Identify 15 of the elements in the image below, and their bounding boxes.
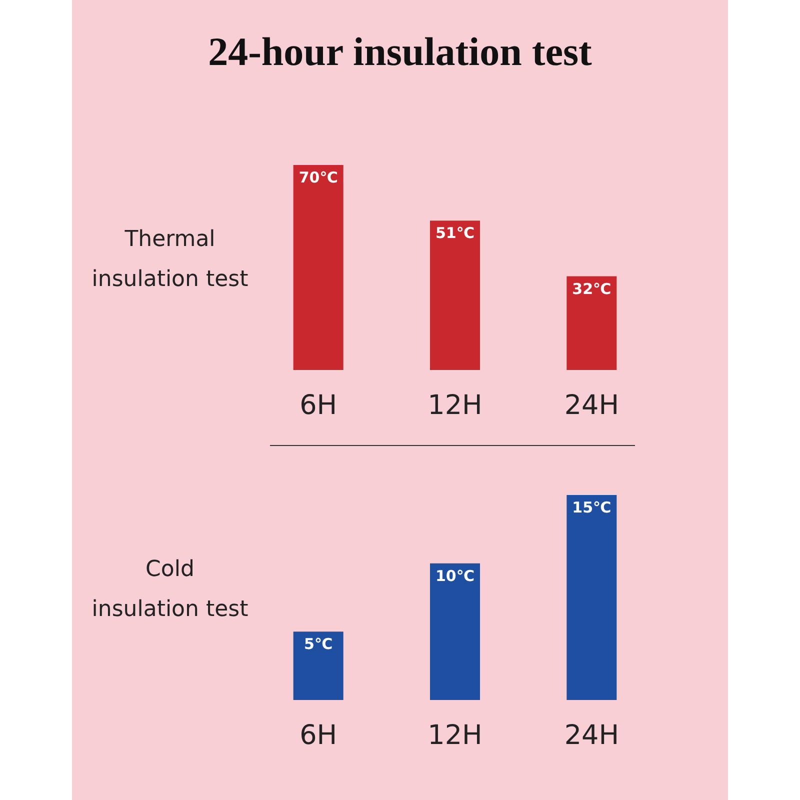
x-tick-label: 24H: [564, 720, 620, 751]
data-label: 5℃: [304, 635, 333, 654]
data-label: 32℃: [572, 280, 612, 298]
y-axis-title: Thermal insulation test: [90, 226, 250, 294]
data-label: 10℃: [435, 566, 475, 585]
x-tick-label: 6H: [300, 390, 338, 421]
x-tick-label: 24H: [564, 390, 620, 421]
x-tick-label: 12H: [428, 390, 482, 421]
chart-title: 24-hour insulation test: [207, 28, 593, 75]
x-tick-label: 6H: [300, 720, 338, 751]
data-label: 15℃: [572, 498, 612, 516]
data-label: 70℃: [298, 168, 338, 186]
x-tick-label: 12H: [428, 720, 482, 751]
y-axis-title: Cold insulation test: [90, 556, 250, 624]
data-label: 51℃: [435, 224, 475, 242]
